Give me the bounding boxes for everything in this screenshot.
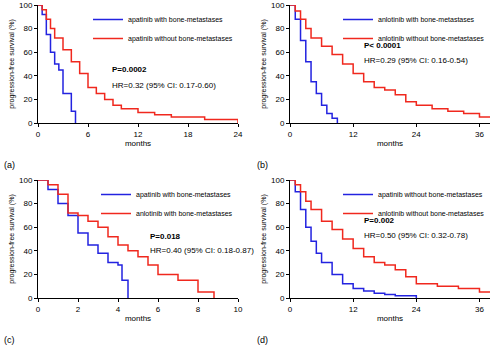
svg-text:100: 100 xyxy=(271,1,285,10)
svg-text:60: 60 xyxy=(275,48,284,57)
svg-text:progression-free survival (%): progression-free survival (%) xyxy=(8,194,16,283)
svg-text:(b): (b) xyxy=(257,160,268,170)
svg-text:P=0.018: P=0.018 xyxy=(150,232,181,241)
svg-text:100: 100 xyxy=(19,176,33,185)
svg-text:HR=0.32 (95% CI: 0.17-0.60): HR=0.32 (95% CI: 0.17-0.60) xyxy=(112,81,216,90)
svg-text:60: 60 xyxy=(275,223,284,232)
svg-text:progression-free survival (%): progression-free survival (%) xyxy=(260,194,268,283)
svg-text:months: months xyxy=(377,139,403,148)
svg-text:80: 80 xyxy=(275,199,284,208)
svg-text:36: 36 xyxy=(475,130,484,139)
svg-text:20: 20 xyxy=(23,95,32,104)
svg-text:0: 0 xyxy=(280,119,285,128)
svg-text:apatinib without bone-metastas: apatinib without bone-metastases xyxy=(378,191,483,199)
svg-text:20: 20 xyxy=(275,95,284,104)
svg-text:apatinib with bone-metastases: apatinib with bone-metastases xyxy=(128,16,223,24)
svg-text:20: 20 xyxy=(23,270,32,279)
svg-text:80: 80 xyxy=(275,24,284,33)
svg-text:80: 80 xyxy=(23,199,32,208)
svg-text:12: 12 xyxy=(349,130,358,139)
svg-text:anlotinib without bone-metasta: anlotinib without bone-metastases xyxy=(378,210,484,217)
svg-text:40: 40 xyxy=(275,72,284,81)
svg-text:0: 0 xyxy=(36,130,41,139)
svg-text:P< 0.0001: P< 0.0001 xyxy=(364,41,401,50)
svg-text:100: 100 xyxy=(19,1,33,10)
svg-text:progression-free survival (%): progression-free survival (%) xyxy=(8,19,16,108)
svg-text:anlotinib with bone-metastases: anlotinib with bone-metastases xyxy=(136,210,233,217)
svg-text:6: 6 xyxy=(156,305,161,314)
svg-text:24: 24 xyxy=(234,130,243,139)
svg-text:12: 12 xyxy=(134,130,143,139)
svg-text:0: 0 xyxy=(288,130,293,139)
svg-text:(d): (d) xyxy=(257,335,268,345)
svg-text:10: 10 xyxy=(234,305,243,314)
svg-text:0: 0 xyxy=(288,305,293,314)
svg-text:0: 0 xyxy=(280,294,285,303)
svg-text:60: 60 xyxy=(23,48,32,57)
svg-text:100: 100 xyxy=(271,176,285,185)
svg-text:P=0.002: P=0.002 xyxy=(364,216,395,225)
svg-text:(c): (c) xyxy=(4,335,15,345)
svg-text:months: months xyxy=(125,314,151,323)
svg-text:apatinib with bone-metastases: apatinib with bone-metastases xyxy=(136,191,231,199)
svg-text:months: months xyxy=(125,139,151,148)
svg-text:(a): (a) xyxy=(4,160,15,170)
svg-text:2: 2 xyxy=(76,305,81,314)
svg-text:18: 18 xyxy=(184,130,193,139)
svg-text:80: 80 xyxy=(23,24,32,33)
svg-text:0: 0 xyxy=(36,305,41,314)
svg-text:HR=0.50 (95% CI: 0.32-0.78): HR=0.50 (95% CI: 0.32-0.78) xyxy=(364,231,468,240)
svg-text:progression-free survival (%): progression-free survival (%) xyxy=(260,19,268,108)
svg-text:HR=0.29 (95% CI: 0.16-0.54): HR=0.29 (95% CI: 0.16-0.54) xyxy=(364,56,468,65)
svg-text:6: 6 xyxy=(86,130,91,139)
svg-text:4: 4 xyxy=(116,305,121,314)
svg-text:12: 12 xyxy=(349,305,358,314)
svg-text:60: 60 xyxy=(23,223,32,232)
svg-text:0: 0 xyxy=(28,119,33,128)
svg-text:apatinib without bone-metastas: apatinib without bone-metastases xyxy=(128,35,233,43)
svg-text:40: 40 xyxy=(23,247,32,256)
svg-text:months: months xyxy=(377,314,403,323)
svg-text:P=0.0002: P=0.0002 xyxy=(112,65,147,74)
svg-text:HR=0.40 (95% CI: 0.18-0.87): HR=0.40 (95% CI: 0.18-0.87) xyxy=(150,246,254,255)
svg-text:anlotinib with bone-metastases: anlotinib with bone-metastases xyxy=(378,16,475,23)
svg-text:40: 40 xyxy=(275,247,284,256)
svg-text:36: 36 xyxy=(475,305,484,314)
svg-text:20: 20 xyxy=(275,270,284,279)
svg-text:0: 0 xyxy=(28,294,33,303)
svg-text:40: 40 xyxy=(23,72,32,81)
svg-text:8: 8 xyxy=(196,305,201,314)
svg-text:24: 24 xyxy=(412,305,421,314)
svg-text:anlotinib without bone-metasta: anlotinib without bone-metastases xyxy=(378,35,484,42)
svg-text:24: 24 xyxy=(412,130,421,139)
